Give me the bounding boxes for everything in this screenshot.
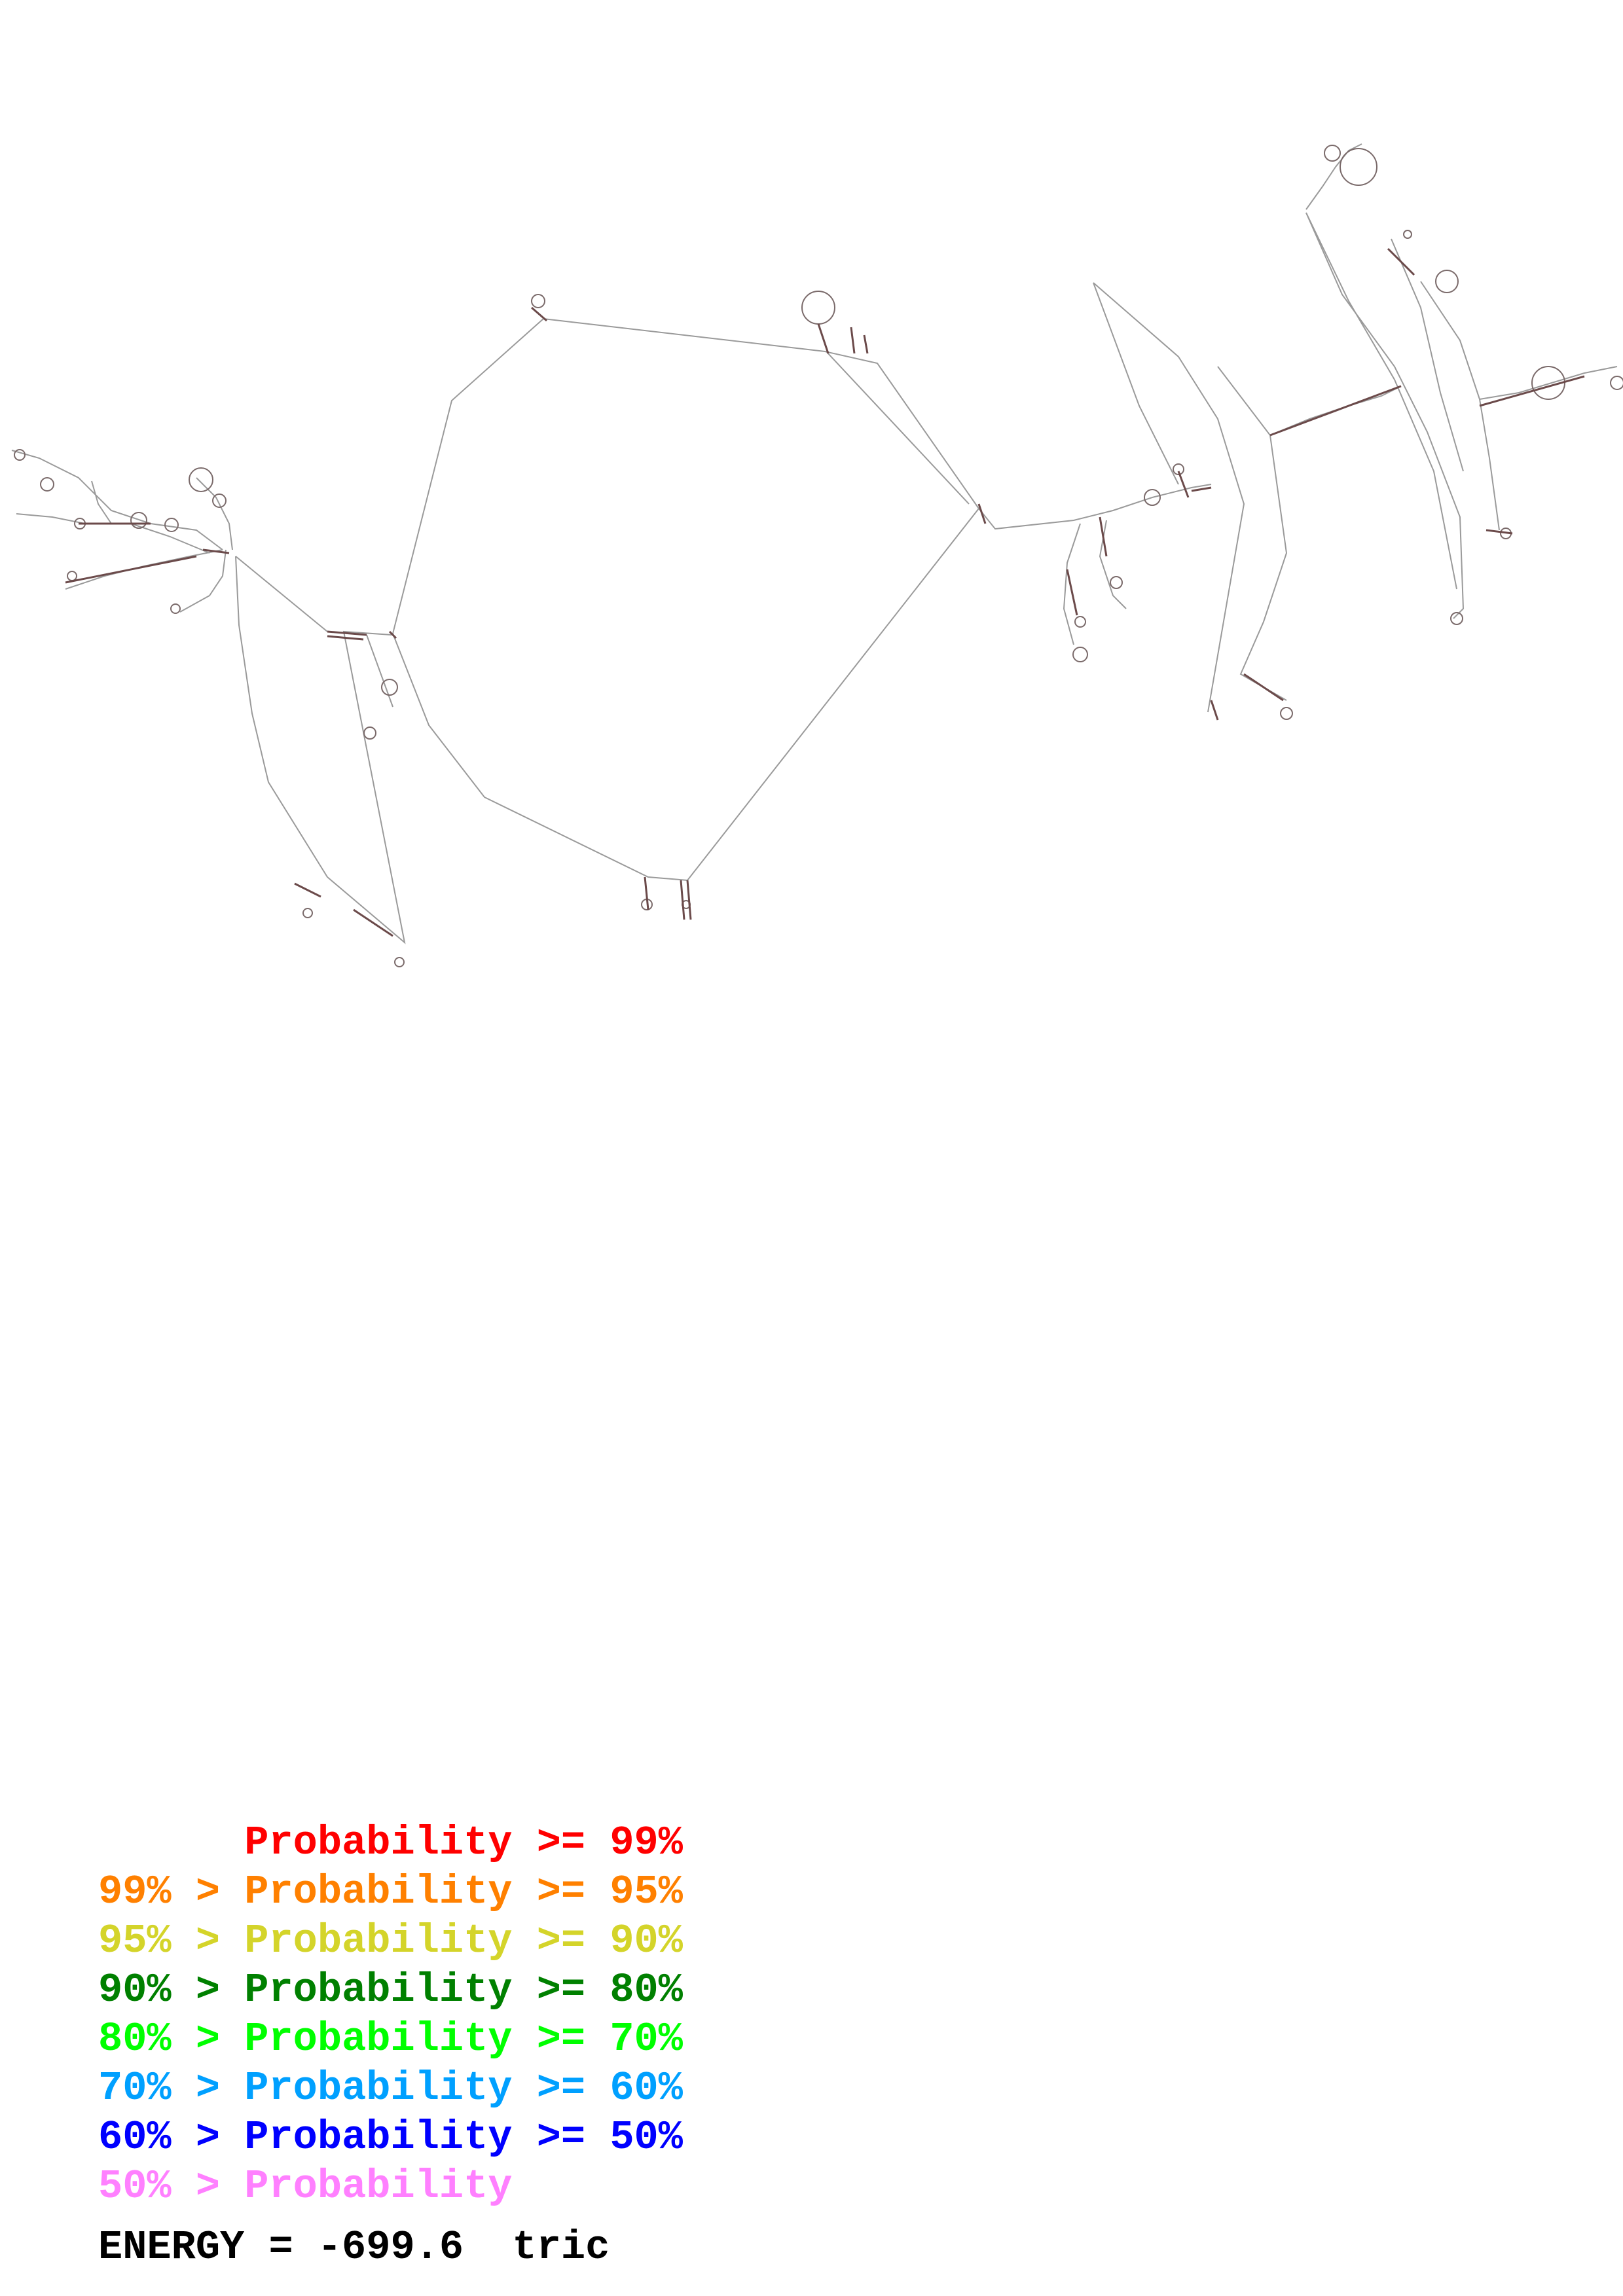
hairpin-loop <box>130 512 147 529</box>
hairpin-loop <box>1074 616 1086 628</box>
legend-prefix: 50% > <box>98 2163 245 2210</box>
hairpin-loop <box>14 449 26 461</box>
hairpin-loop <box>1403 230 1412 239</box>
hairpin-loop <box>1324 145 1341 162</box>
hairpin-loop <box>1450 612 1463 625</box>
legend-prefix: 90% > <box>98 1967 245 2013</box>
hairpin-loop <box>212 493 227 508</box>
hairpin-loop <box>1610 376 1623 390</box>
hairpin-loop <box>170 603 181 614</box>
legend-range: Probability >= 99% <box>244 1820 683 1866</box>
central-loop <box>392 318 1074 882</box>
backbone-lines <box>11 143 1618 944</box>
legend-row: 70% > Probability >= 60% <box>98 2064 683 2113</box>
legend-range: Probability >= 50% <box>244 2114 683 2161</box>
hairpin-loop <box>1144 489 1161 506</box>
legend-range: Probability >= 90% <box>244 1918 683 1964</box>
legend-prefix: 80% > <box>98 2016 245 2062</box>
central-loop-top <box>543 318 979 509</box>
legend-row: 99% > Probability >= 95% <box>98 1867 683 1916</box>
legend-prefix: 99% > <box>98 1869 245 1915</box>
legend-row: 50% > Probability <box>98 2162 683 2211</box>
legend-prefix: 60% > <box>98 2114 245 2161</box>
hairpin-loop <box>1173 463 1184 475</box>
legend-range: Probability >= 80% <box>244 1967 683 2013</box>
legend-range: Probability >= 60% <box>244 2065 683 2111</box>
hairpin-loop <box>1072 647 1088 662</box>
legend-prefix: 95% > <box>98 1918 245 1964</box>
legend-row: Probability >= 99% <box>98 1818 683 1867</box>
hairpin-loop <box>381 679 398 696</box>
hairpin-loop <box>801 291 835 325</box>
hairpin-loop <box>1531 366 1565 400</box>
legend-prefix: 70% > <box>98 2065 245 2111</box>
hairpin-loop <box>531 294 545 308</box>
hairpin-loop <box>40 477 54 492</box>
legend-row: 95% > Probability >= 90% <box>98 1916 683 1965</box>
hairpin-loop <box>1435 270 1459 293</box>
legend-row: 60% > Probability >= 50% <box>98 2113 683 2162</box>
hairpin-loop <box>1280 707 1293 720</box>
hairpin-loop <box>363 726 376 740</box>
hairpin-loop <box>164 518 179 532</box>
rna-structure-diagram <box>11 143 1623 967</box>
hairpin-loop <box>302 908 313 918</box>
legend-range: Probability <box>244 2163 513 2210</box>
stem-helices <box>65 247 1585 937</box>
hairpin-loop <box>1110 576 1123 589</box>
legend-row: 90% > Probability >= 80% <box>98 1965 683 2015</box>
legend-range: Probability >= 95% <box>244 1869 683 1915</box>
legend-prefix <box>98 1820 244 1866</box>
hairpin-loop <box>67 571 77 581</box>
hairpin-loop <box>394 957 405 967</box>
probability-legend: Probability >= 99% 99% > Probability >= 9… <box>98 1818 683 2211</box>
hairpin-loop <box>1340 148 1377 186</box>
legend-row: 80% > Probability >= 70% <box>98 2015 683 2064</box>
left-branch-loop <box>235 556 406 944</box>
legend-range: Probability >= 70% <box>244 2016 683 2062</box>
hairpin-loops <box>14 145 1623 967</box>
energy-label: ENERGY = -699.6 tric <box>98 2224 610 2270</box>
hairpin-loop <box>189 467 213 492</box>
